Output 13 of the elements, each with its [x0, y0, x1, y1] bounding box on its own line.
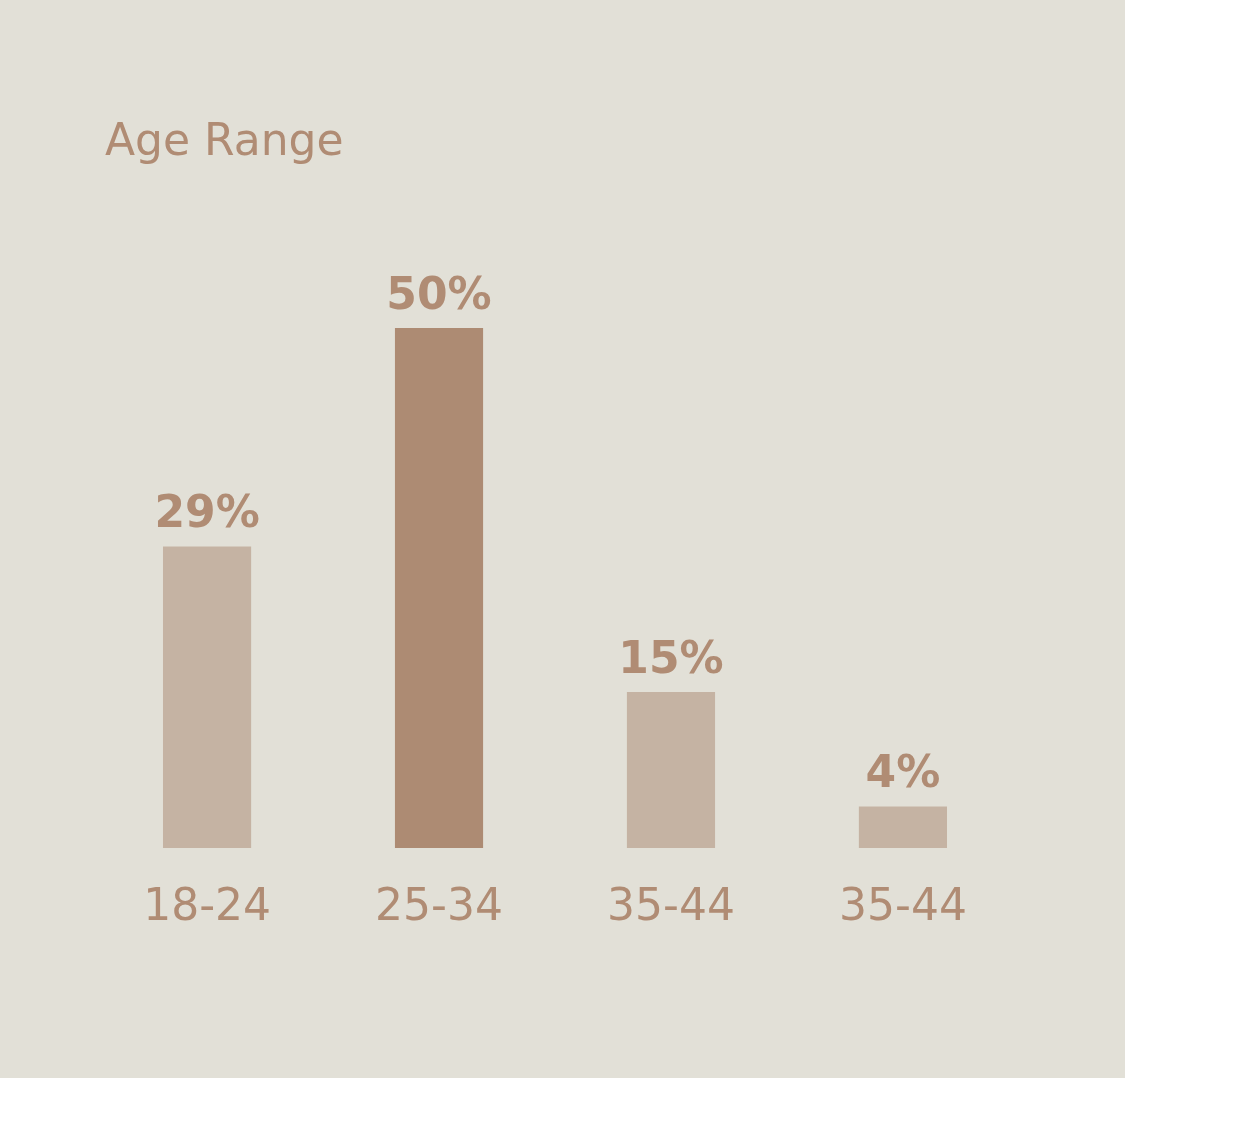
chart-title: Age Range	[105, 114, 344, 165]
bar	[858, 806, 948, 848]
x-tick-label: 25-34	[375, 878, 503, 930]
x-tick-label: 35-44	[607, 878, 735, 930]
bar	[394, 328, 484, 848]
data-label: 29%	[154, 486, 260, 538]
x-tick-label: 35-44	[839, 878, 967, 930]
bar	[626, 692, 716, 848]
x-tick-label: 18-24	[143, 878, 271, 930]
data-label: 15%	[618, 632, 724, 683]
bar	[162, 546, 252, 848]
data-label: 4%	[865, 746, 941, 798]
data-label: 50%	[386, 268, 492, 319]
